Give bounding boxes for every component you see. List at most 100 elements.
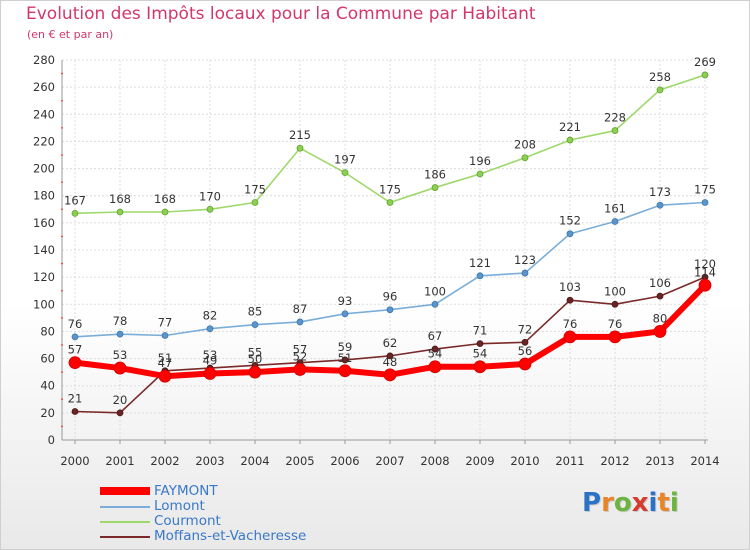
data-label-lomont: 173 [649,185,671,199]
data-label-lomont: 175 [694,183,716,197]
x-tick-label: 2008 [420,454,449,468]
data-label-courmont: 175 [379,183,401,197]
data-point-moffans [431,345,439,353]
data-label-faymont: 50 [248,352,263,366]
data-label-moffans: 120 [694,257,716,271]
data-label-moffans: 72 [518,322,533,336]
data-label-faymont: 76 [608,317,623,331]
data-label-lomont: 152 [559,214,581,228]
data-point-courmont [341,169,349,177]
y-tick-label: 280 [33,53,55,67]
data-point-faymont [248,365,262,379]
data-point-lomont [611,218,619,225]
data-label-courmont: 197 [334,153,356,167]
data-label-lomont: 87 [293,302,308,316]
y-minor-mark [61,181,63,184]
y-tick-label: 60 [40,352,55,366]
data-point-lomont [386,306,394,314]
data-point-moffans [566,296,574,304]
x-tick-label: 2007 [375,454,404,468]
data-label-courmont: 221 [559,120,581,134]
data-point-faymont [653,325,667,338]
data-label-courmont: 269 [694,55,716,69]
chart-title: Evolution des Impôts locaux pour la Comm… [26,4,536,24]
x-tick-label: 2012 [600,454,629,468]
data-point-faymont [68,356,82,370]
data-label-lomont: 121 [469,256,491,270]
logo-letter: x [631,488,649,518]
y-minor-mark [61,344,63,346]
logo-letter: P [582,488,602,518]
y-tick-label: 160 [33,216,55,230]
x-tick-label: 2014 [690,454,719,468]
data-label-courmont: 167 [64,193,86,207]
data-label-moffans: 53 [203,348,218,362]
y-tick-label: 20 [40,406,55,420]
data-label-faymont: 56 [518,344,533,358]
x-tick-label: 2002 [150,454,179,468]
x-tick-label: 2009 [465,454,494,468]
data-label-moffans: 51 [158,351,173,365]
data-label-lomont: 93 [338,294,353,308]
y-minor-mark [61,425,63,428]
data-point-courmont [161,208,169,216]
data-point-lomont [476,272,484,280]
data-point-courmont [206,205,214,213]
y-tick-label: 180 [33,189,55,203]
data-point-moffans [71,408,79,415]
data-label-lomont: 77 [158,316,173,330]
data-label-moffans: 59 [338,340,353,354]
y-tick-label: 240 [33,107,55,121]
data-point-lomont [521,269,529,277]
data-point-moffans [341,356,349,364]
proxiti-logo: Proxiti [582,488,679,518]
data-label-moffans: 100 [604,284,626,298]
legend-label-courmont: Courmont [154,513,221,529]
y-minor-mark [61,154,63,156]
logo-letter: i [669,488,679,518]
data-label-faymont: 76 [563,317,578,331]
data-point-moffans [386,352,394,360]
data-point-courmont [521,154,529,162]
y-minor-mark [61,72,63,75]
data-label-courmont: 208 [514,138,536,152]
data-point-faymont [518,357,532,371]
data-label-faymont: 57 [68,343,83,357]
data-label-lomont: 96 [383,290,398,304]
legend-swatch-lomont [100,506,150,508]
data-point-moffans [656,292,664,300]
data-point-courmont [296,144,304,152]
logo-letter: o [613,488,632,518]
legend-swatch-courmont [100,521,150,523]
logo-letter: i [648,488,658,518]
data-point-lomont [341,310,349,318]
y-tick-label: 0 [48,433,55,447]
data-label-faymont: 51 [338,351,353,365]
data-point-lomont [161,332,169,339]
data-label-moffans: 67 [428,329,443,343]
x-tick-label: 2000 [60,454,89,468]
data-point-moffans [521,338,529,346]
data-label-courmont: 170 [199,189,221,203]
legend-swatch-faymont [100,487,150,495]
y-minor-mark [61,99,63,102]
y-minor-mark [61,316,63,319]
data-point-lomont [206,325,214,333]
data-label-lomont: 85 [248,305,263,319]
y-tick-label: 120 [33,270,55,284]
legend-item-lomont: Lomont [100,498,400,514]
x-tick-label: 2004 [240,454,269,468]
data-point-faymont [473,360,487,374]
data-label-faymont: 47 [158,356,173,370]
y-tick-label: 40 [40,379,55,393]
y-minor-mark [61,235,63,238]
data-point-courmont [476,170,484,178]
data-label-moffans: 21 [68,392,83,406]
data-label-moffans: 55 [248,345,263,359]
data-point-faymont [113,361,127,375]
data-label-courmont: 215 [289,128,311,142]
data-label-faymont: 54 [428,347,443,361]
y-minor-mark [61,398,63,401]
